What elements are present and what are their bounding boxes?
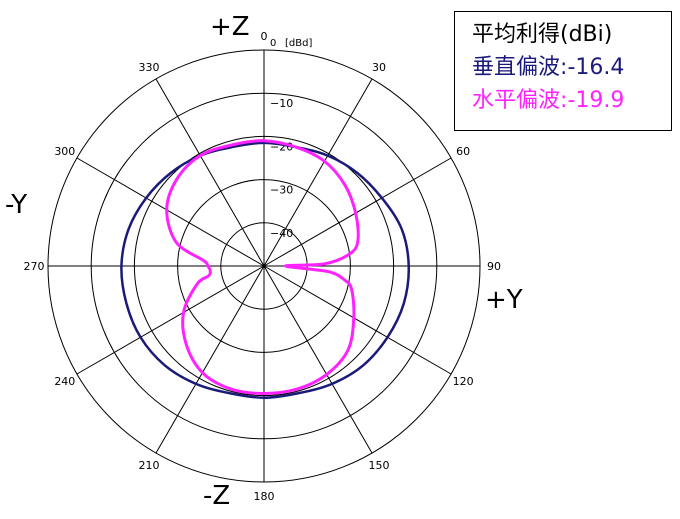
grid-spoke	[76, 265, 265, 375]
direction-label-right: +Y	[485, 285, 523, 315]
angle-tick-label: 330	[139, 61, 160, 74]
angle-tick-label: 240	[54, 375, 75, 388]
grid-spoke	[155, 265, 265, 454]
legend-item-vertical-name: 垂直偏波	[472, 55, 561, 80]
legend-item-vertical-value: -16.4	[567, 55, 625, 80]
angle-tick-label: 0	[261, 30, 268, 43]
angle-tick-label: 210	[139, 459, 160, 472]
radial-tick-label: 0	[270, 38, 276, 49]
grid-spoke	[76, 157, 265, 267]
grid-spoke	[263, 265, 373, 454]
grid-spoke	[263, 157, 452, 267]
series-layer	[120, 139, 411, 400]
radial-tick-label: −10	[270, 97, 293, 110]
unit-label: [dBd]	[285, 38, 312, 49]
grid-spoke	[263, 265, 452, 375]
angle-tick-label: 300	[54, 145, 75, 158]
angle-tick-label: 180	[254, 490, 275, 503]
direction-label-top: +Z	[210, 12, 250, 42]
series-line-vertical	[120, 141, 411, 400]
legend-item-horizontal-value: -19.9	[567, 88, 625, 113]
angle-tick-label: 60	[456, 145, 470, 158]
legend-item-vertical: 垂直偏波-16.4	[472, 51, 671, 84]
grid-spoke	[155, 78, 265, 267]
direction-label-bottom: -Z	[203, 481, 231, 511]
grid-spoke	[263, 78, 373, 267]
angle-tick-label: 90	[487, 260, 501, 273]
angle-tick-label: 150	[369, 459, 390, 472]
series-line-horizontal	[165, 139, 360, 395]
angle-tick-label: 120	[453, 375, 474, 388]
angle-tick-label: 30	[372, 61, 386, 74]
polar-grid	[47, 49, 481, 483]
angle-tick-label: 270	[24, 260, 45, 273]
legend-item-horizontal: 水平偏波-19.9	[472, 84, 671, 117]
direction-label-left: -Y	[5, 190, 28, 220]
tick-labels: 03060901201501802102402703003300−10−20−3…	[24, 30, 502, 503]
radial-tick-label: −40	[270, 227, 293, 240]
legend-item-horizontal-name: 水平偏波	[472, 88, 561, 113]
legend-title: 平均利得(dBi)	[472, 22, 613, 47]
legend: 平均利得(dBi) 垂直偏波-16.4 水平偏波-19.9	[454, 11, 672, 131]
radial-tick-label: −30	[270, 184, 293, 197]
